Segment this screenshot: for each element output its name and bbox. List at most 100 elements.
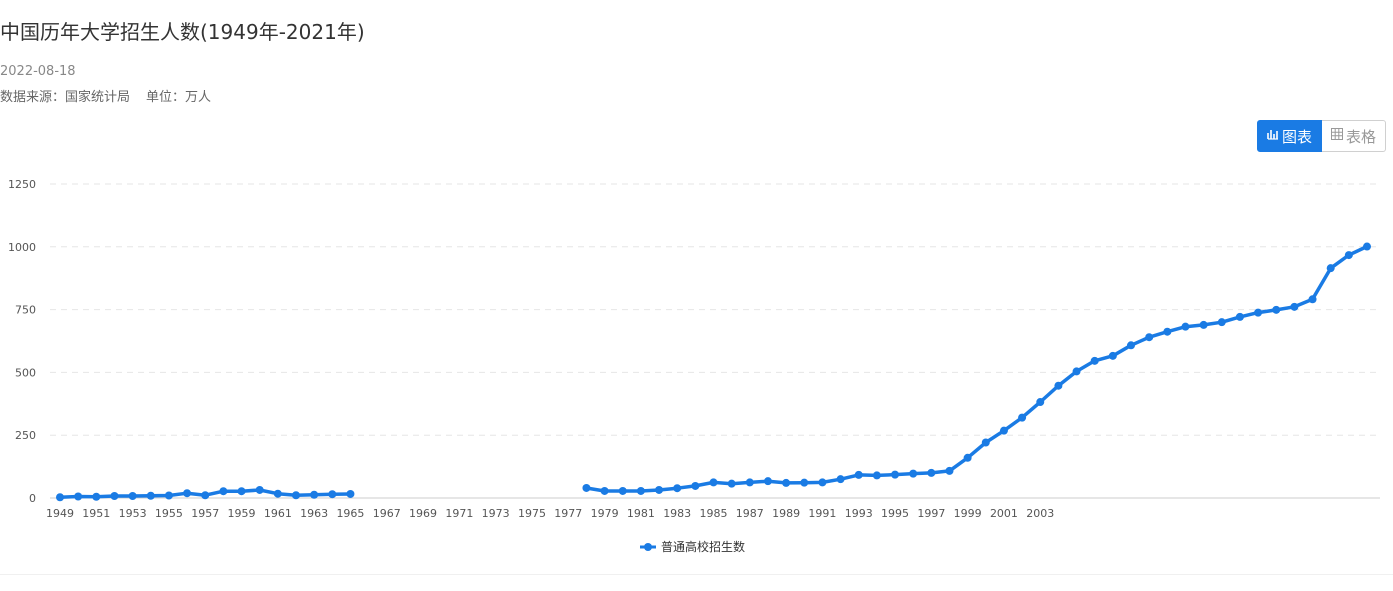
- data-point: [673, 484, 682, 493]
- data-point: [310, 490, 319, 499]
- table-view-button[interactable]: 表格: [1321, 120, 1386, 152]
- data-point: [273, 489, 282, 498]
- chart-icon: [1267, 128, 1279, 144]
- table-view-label: 表格: [1345, 127, 1376, 146]
- chart-view-button[interactable]: 图表: [1256, 120, 1322, 152]
- data-point: [1363, 242, 1371, 251]
- data-point: [201, 491, 210, 500]
- data-point: [745, 478, 754, 487]
- x-tick-label: 1989: [772, 507, 800, 520]
- y-axis-ticks: 0 250 500 750 1000 1250: [8, 178, 36, 505]
- x-tick-label: 1967: [373, 507, 401, 520]
- x-tick-label: 1997: [917, 507, 945, 520]
- x-tick-label: 2003: [1026, 507, 1054, 520]
- legend-label: 普通高校招生数: [661, 539, 745, 554]
- y-tick-label: 500: [15, 366, 36, 379]
- data-point: [945, 466, 954, 475]
- data-point: [618, 486, 627, 495]
- x-tick-label: 1987: [736, 507, 764, 520]
- data-point: [56, 493, 64, 502]
- data-unit: 单位：万人: [146, 90, 212, 105]
- y-tick-label: 1250: [8, 178, 36, 191]
- divider: [0, 574, 1393, 575]
- data-point: [763, 477, 772, 486]
- data-point: [727, 479, 736, 488]
- data-point: [1272, 305, 1281, 314]
- data-point: [1018, 413, 1027, 422]
- data-point: [999, 426, 1008, 435]
- x-tick-label: 1953: [119, 507, 147, 520]
- series-line: [584, 244, 1369, 493]
- x-axis-ticks: 1949 1951 1953 1955 1957 1959 1961 1963 1965 1967…: [46, 507, 1054, 520]
- data-point: [655, 485, 664, 494]
- x-tick-label: 1995: [881, 507, 909, 520]
- y-tick-label: 750: [15, 304, 36, 317]
- data-point: [110, 491, 119, 500]
- data-point: [836, 475, 845, 484]
- data-point: [818, 478, 827, 487]
- x-tick-label: 1957: [191, 507, 219, 520]
- data-point: [1326, 264, 1335, 273]
- x-tick-label: 1985: [700, 507, 728, 520]
- data-point: [1290, 302, 1299, 311]
- data-point: [1036, 398, 1045, 407]
- source-unit-line: 数据来源：国家统计局 单位：万人: [0, 86, 211, 105]
- data-point: [92, 492, 101, 501]
- data-point: [128, 491, 137, 500]
- data-point: [782, 478, 791, 487]
- data-point: [74, 492, 83, 501]
- data-point: [346, 489, 355, 498]
- data-point: [1344, 251, 1353, 260]
- x-tick-label: 1991: [808, 507, 836, 520]
- y-tick-label: 0: [29, 492, 36, 505]
- x-tick-label: 1983: [663, 507, 691, 520]
- data-point: [1072, 367, 1081, 376]
- x-tick-label: 1969: [409, 507, 437, 520]
- data-point: [909, 469, 918, 478]
- data-point: [1254, 308, 1263, 317]
- data-point: [1145, 333, 1154, 342]
- data-point: [1181, 322, 1190, 331]
- x-tick-label: 1981: [627, 507, 655, 520]
- legend-dot-icon: [644, 543, 652, 551]
- x-tick-label: 1951: [82, 507, 110, 520]
- data-point: [927, 468, 936, 477]
- data-point: [1199, 320, 1208, 329]
- x-tick-label: 1961: [264, 507, 292, 520]
- x-tick-label: 1979: [591, 507, 619, 520]
- y-tick-label: 1000: [8, 241, 36, 254]
- data-point: [1235, 312, 1244, 321]
- data-point: [872, 471, 881, 480]
- data-source: 数据来源：国家统计局: [0, 90, 131, 105]
- page-title: 中国历年大学招生人数(1949年-2021年): [0, 20, 365, 44]
- publish-date: 2022-08-18: [0, 64, 76, 79]
- data-point: [891, 470, 900, 479]
- data-point: [328, 490, 337, 499]
- data-point: [800, 478, 809, 487]
- data-point: [1090, 356, 1099, 365]
- x-tick-label: 1977: [554, 507, 582, 520]
- data-point: [582, 483, 591, 492]
- x-tick-label: 1975: [518, 507, 546, 520]
- data-point: [854, 470, 863, 479]
- data-point: [1308, 295, 1317, 304]
- data-point: [691, 481, 700, 490]
- x-tick-label: 1999: [954, 507, 982, 520]
- y-tick-label: 250: [15, 429, 36, 442]
- x-tick-label: 1973: [482, 507, 510, 520]
- data-point: [237, 487, 246, 496]
- legend[interactable]: 普通高校招生数: [640, 539, 745, 554]
- x-tick-label: 1993: [845, 507, 873, 520]
- data-point: [1217, 318, 1226, 327]
- chart-view-label: 图表: [1281, 127, 1312, 146]
- x-tick-label: 1959: [228, 507, 256, 520]
- data-point: [636, 486, 645, 495]
- data-point: [1127, 341, 1136, 350]
- data-point: [600, 486, 609, 495]
- data-point: [291, 491, 300, 500]
- data-point: [1054, 381, 1063, 390]
- data-point: [255, 485, 264, 494]
- data-point: [1108, 351, 1117, 360]
- grid-lines: [50, 183, 1380, 436]
